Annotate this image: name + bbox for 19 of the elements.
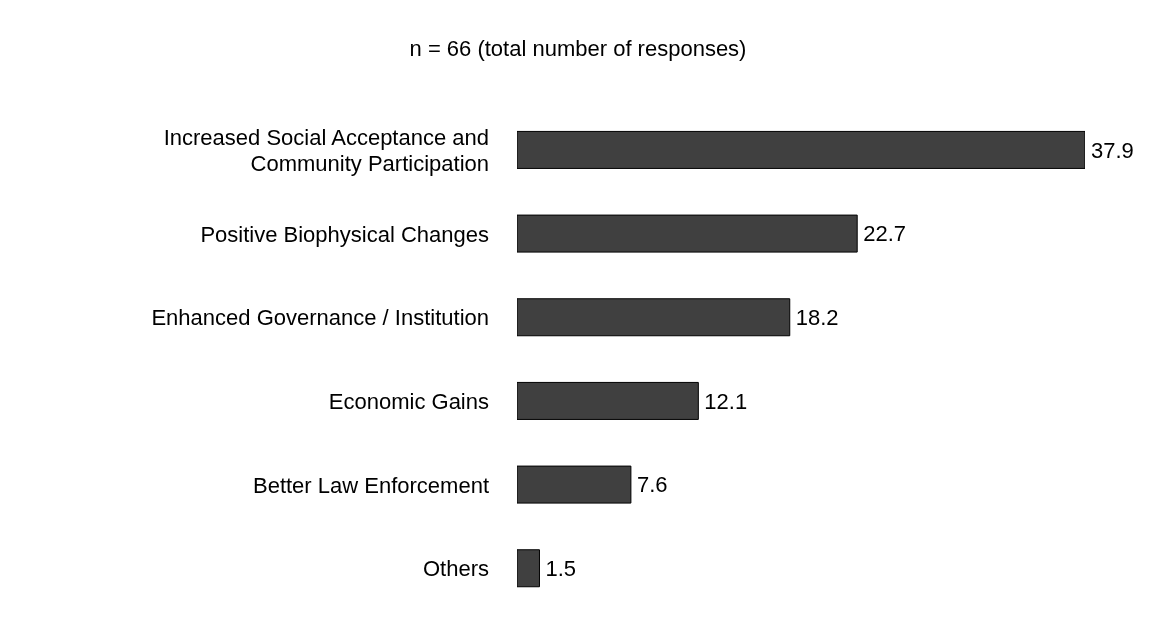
bar bbox=[517, 298, 791, 337]
bar bbox=[517, 549, 540, 588]
data-label: 7.6 bbox=[636, 472, 668, 498]
y-tick-label: Positive Biophysical Changes bbox=[200, 221, 489, 246]
y-tick-label: Increased Social Acceptance and Community Participation bbox=[163, 124, 489, 176]
y-tick-label: Others bbox=[422, 555, 489, 581]
data-label: 22.7 bbox=[863, 221, 907, 247]
y-tick-label: Better Law Enforcement bbox=[252, 472, 489, 497]
bar bbox=[517, 214, 858, 253]
data-label: 1.5 bbox=[545, 556, 577, 582]
y-tick-label: Economic Gains bbox=[328, 388, 489, 414]
data-label: 18.2 bbox=[795, 305, 839, 331]
y-tick-label: Enhanced Governance / Institution bbox=[151, 304, 489, 330]
data-label: 37.9 bbox=[1091, 137, 1134, 163]
chart-title: n = 66 (total number of responses) bbox=[408, 36, 748, 62]
data-label: 12.1 bbox=[704, 388, 748, 414]
bar bbox=[517, 381, 699, 420]
bar bbox=[517, 465, 632, 504]
bar bbox=[517, 130, 1085, 169]
